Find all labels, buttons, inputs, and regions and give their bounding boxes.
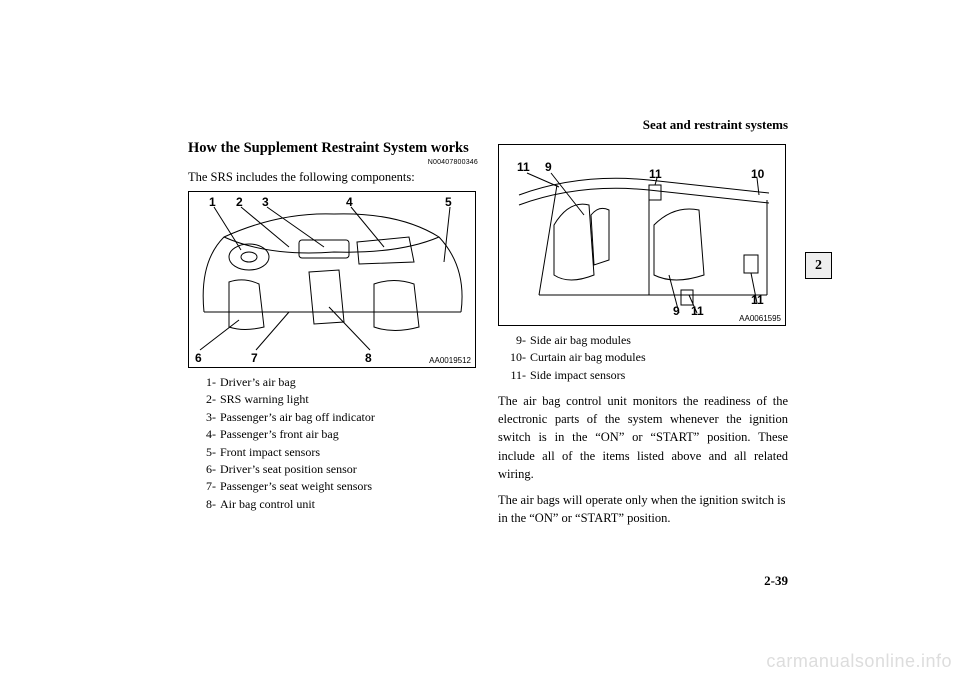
legend-item: 9-Side air bag modules [504, 332, 788, 349]
left-column: How the Supplement Restraint System work… [188, 140, 478, 513]
legend-item: 5-Front impact sensors [194, 444, 478, 461]
legend-item: 1-Driver’s air bag [194, 374, 478, 391]
callout-11d: 11 [751, 293, 764, 307]
legend-right: 9-Side air bag modules 10-Curtain air ba… [504, 332, 788, 384]
watermark: carmanualsonline.info [766, 651, 952, 672]
heading-how-srs-works: How the Supplement Restraint System work… [188, 140, 478, 157]
figure-code-right: AA0061595 [739, 314, 781, 323]
side-airbag-diagram-svg [499, 145, 785, 325]
legend-item: 10-Curtain air bag modules [504, 349, 788, 366]
callout-11c: 11 [691, 304, 704, 318]
callout-4: 4 [346, 195, 353, 209]
callout-11b: 11 [649, 167, 662, 181]
right-column: AA0061595 11 9 11 10 9 11 11 9-Side air … [498, 144, 788, 527]
callout-7: 7 [251, 351, 258, 365]
legend-item: 2-SRS warning light [194, 391, 478, 408]
srs-diagram-svg [189, 192, 475, 367]
intro-text: The SRS includes the following component… [188, 170, 478, 185]
header-section-title: Seat and restraint systems [643, 117, 788, 133]
figure-srs-components: AA0019512 1 2 3 4 5 6 7 8 [188, 191, 476, 368]
manual-page: Seat and restraint systems 2 2-39 How th… [0, 0, 960, 678]
legend-item: 7-Passenger’s seat weight sensors [194, 478, 478, 495]
legend-item: 4-Passenger’s front air bag [194, 426, 478, 443]
paragraph-monitor: The air bag control unit monitors the re… [498, 392, 788, 483]
callout-9b: 9 [673, 304, 680, 318]
callout-1: 1 [209, 195, 216, 209]
legend-left: 1-Driver’s air bag 2-SRS warning light 3… [194, 374, 478, 513]
callout-8: 8 [365, 351, 372, 365]
legend-item: 3-Passenger’s air bag off indicator [194, 409, 478, 426]
paragraph-operate: The air bags will operate only when the … [498, 491, 788, 527]
section-tab: 2 [805, 252, 832, 279]
callout-6: 6 [195, 351, 202, 365]
callout-5: 5 [445, 195, 452, 209]
legend-item: 6-Driver’s seat position sensor [194, 461, 478, 478]
legend-item: 11-Side impact sensors [504, 367, 788, 384]
callout-10: 10 [751, 167, 764, 181]
legend-item: 8-Air bag control unit [194, 496, 478, 513]
figure-code-left: AA0019512 [429, 356, 471, 365]
page-number: 2-39 [764, 573, 788, 589]
figure-side-curtain-airbags: AA0061595 11 9 11 10 9 11 11 [498, 144, 786, 326]
callout-3: 3 [262, 195, 269, 209]
callout-2: 2 [236, 195, 243, 209]
document-number: N00407800346 [188, 159, 478, 166]
callout-11a: 11 [517, 160, 530, 174]
callout-9a: 9 [545, 160, 552, 174]
